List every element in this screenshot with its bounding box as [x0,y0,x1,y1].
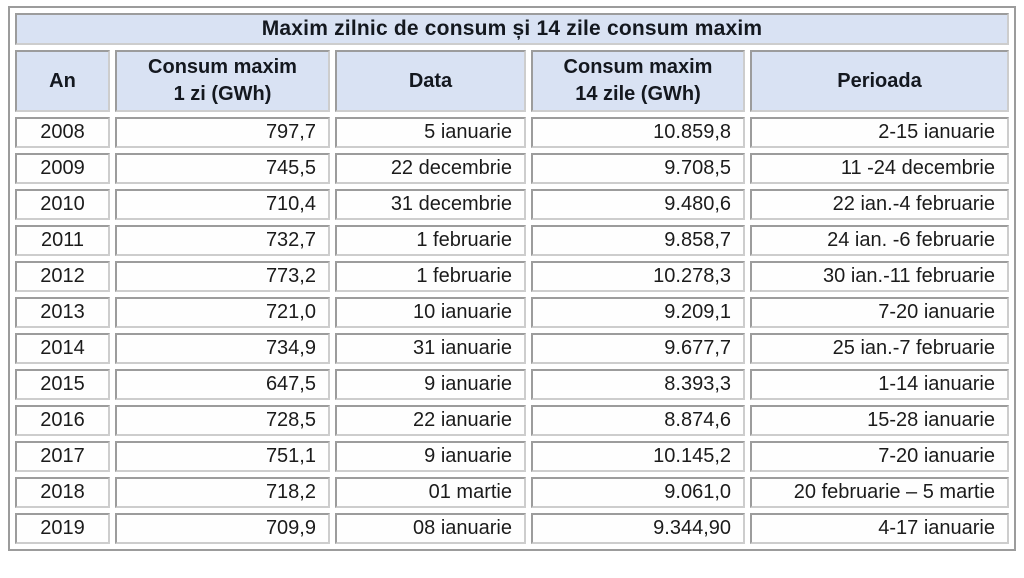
period-cell: 20 februarie – 5 martie [750,477,1009,508]
year-cell: 2011 [15,225,110,256]
table-row: 2015 647,5 9 ianuarie 8.393,3 1-14 ianua… [15,369,1009,400]
max-1day-cell: 745,5 [115,153,330,184]
date-cell: 5 ianuarie [335,117,526,148]
year-cell: 2016 [15,405,110,436]
max-1day-cell: 732,7 [115,225,330,256]
period-cell: 25 ian.-7 februarie [750,333,1009,364]
table-row: 2009 745,5 22 decembrie 9.708,5 11 -24 d… [15,153,1009,184]
max-1day-cell: 647,5 [115,369,330,400]
table-row: 2010 710,4 31 decembrie 9.480,6 22 ian.-… [15,189,1009,220]
date-cell: 1 februarie [335,225,526,256]
max-1day-cell: 718,2 [115,477,330,508]
date-cell: 1 februarie [335,261,526,292]
table-body: 2008 797,7 5 ianuarie 10.859,8 2-15 ianu… [15,117,1009,544]
table-row: 2011 732,7 1 februarie 9.858,7 24 ian. -… [15,225,1009,256]
year-cell: 2012 [15,261,110,292]
table-row: 2013 721,0 10 ianuarie 9.209,1 7-20 ianu… [15,297,1009,328]
table-row: 2016 728,5 22 ianuarie 8.874,6 15-28 ian… [15,405,1009,436]
title-row: Maxim zilnic de consum și 14 zile consum… [15,13,1009,45]
max-14day-cell: 9.858,7 [531,225,745,256]
max-14day-cell: 10.278,3 [531,261,745,292]
header-row: An Consum maxim 1 zi (GWh) Data Consum m… [15,50,1009,112]
date-cell: 01 martie [335,477,526,508]
max-14day-cell: 9.480,6 [531,189,745,220]
table-title: Maxim zilnic de consum și 14 zile consum… [15,13,1009,45]
date-cell: 22 ianuarie [335,405,526,436]
max-14day-cell: 9.708,5 [531,153,745,184]
year-cell: 2015 [15,369,110,400]
col-header-perioada: Perioada [750,50,1009,112]
max-1day-cell: 728,5 [115,405,330,436]
year-cell: 2010 [15,189,110,220]
col-header-data: Data [335,50,526,112]
period-cell: 2-15 ianuarie [750,117,1009,148]
year-cell: 2017 [15,441,110,472]
period-cell: 24 ian. -6 februarie [750,225,1009,256]
date-cell: 9 ianuarie [335,441,526,472]
max-14day-cell: 10.859,8 [531,117,745,148]
max-14day-cell: 9.344,90 [531,513,745,544]
consumption-table: Maxim zilnic de consum și 14 zile consum… [8,6,1016,551]
period-cell: 22 ian.-4 februarie [750,189,1009,220]
max-14day-cell: 9.061,0 [531,477,745,508]
table-row: 2017 751,1 9 ianuarie 10.145,2 7-20 ianu… [15,441,1009,472]
period-cell: 4-17 ianuarie [750,513,1009,544]
date-cell: 10 ianuarie [335,297,526,328]
table-row: 2014 734,9 31 ianuarie 9.677,7 25 ian.-7… [15,333,1009,364]
max-14day-cell: 9.209,1 [531,297,745,328]
table-row: 2008 797,7 5 ianuarie 10.859,8 2-15 ianu… [15,117,1009,148]
year-cell: 2009 [15,153,110,184]
year-cell: 2019 [15,513,110,544]
period-cell: 7-20 ianuarie [750,297,1009,328]
year-cell: 2013 [15,297,110,328]
period-cell: 7-20 ianuarie [750,441,1009,472]
max-14day-cell: 10.145,2 [531,441,745,472]
max-1day-cell: 797,7 [115,117,330,148]
max-1day-cell: 710,4 [115,189,330,220]
period-cell: 11 -24 decembrie [750,153,1009,184]
max-14day-cell: 8.874,6 [531,405,745,436]
col-header-consum-14zile: Consum maxim 14 zile (GWh) [531,50,745,112]
max-1day-cell: 751,1 [115,441,330,472]
period-cell: 15-28 ianuarie [750,405,1009,436]
year-cell: 2008 [15,117,110,148]
table-row: 2019 709,9 08 ianuarie 9.344,90 4-17 ian… [15,513,1009,544]
year-cell: 2014 [15,333,110,364]
max-1day-cell: 734,9 [115,333,330,364]
col-header-consum-1zi: Consum maxim 1 zi (GWh) [115,50,330,112]
year-cell: 2018 [15,477,110,508]
table-row: 2012 773,2 1 februarie 10.278,3 30 ian.-… [15,261,1009,292]
max-14day-cell: 8.393,3 [531,369,745,400]
date-cell: 31 ianuarie [335,333,526,364]
date-cell: 9 ianuarie [335,369,526,400]
table-row: 2018 718,2 01 martie 9.061,0 20 februari… [15,477,1009,508]
max-1day-cell: 773,2 [115,261,330,292]
max-14day-cell: 9.677,7 [531,333,745,364]
col-header-an: An [15,50,110,112]
date-cell: 08 ianuarie [335,513,526,544]
period-cell: 30 ian.-11 februarie [750,261,1009,292]
date-cell: 31 decembrie [335,189,526,220]
period-cell: 1-14 ianuarie [750,369,1009,400]
max-1day-cell: 709,9 [115,513,330,544]
max-1day-cell: 721,0 [115,297,330,328]
date-cell: 22 decembrie [335,153,526,184]
